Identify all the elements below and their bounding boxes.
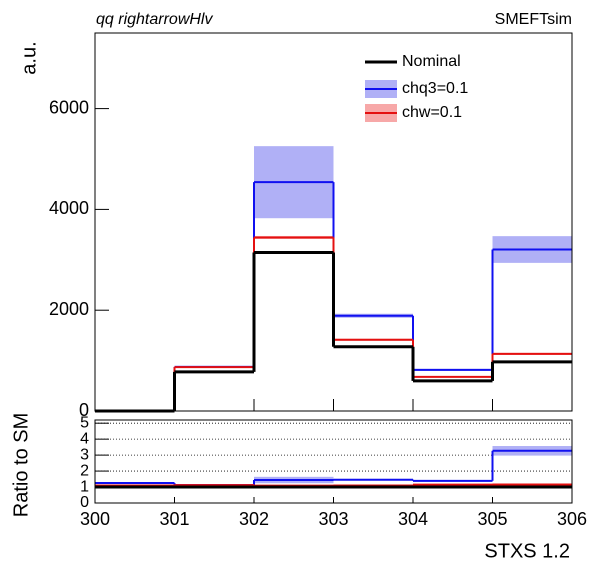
y-tick-label: 2 — [80, 462, 89, 479]
x-tick-label: 305 — [477, 509, 507, 529]
x-tick-label: 304 — [398, 509, 428, 529]
x-tick-label: 306 — [557, 509, 587, 529]
y-tick-label: 4000 — [49, 198, 89, 218]
y-tick-label: 3 — [80, 446, 89, 463]
x-tick-label: 301 — [159, 509, 189, 529]
legend-label: chw=0.1 — [402, 104, 462, 121]
y-tick-label: 5 — [80, 414, 89, 431]
ratio-axis-title: Ratio to SM — [10, 413, 32, 517]
legend-label: chq3=0.1 — [402, 80, 468, 97]
x-tick-label: 303 — [318, 509, 348, 529]
y-tick-label: 6000 — [49, 97, 89, 117]
y-tick-label: 0 — [79, 400, 89, 420]
legend-label: Nominal — [402, 53, 461, 70]
chart-title: qq rightarrowHlv — [96, 11, 213, 28]
y-tick-label: 0 — [80, 494, 89, 511]
frame — [94, 419, 573, 504]
y-axis-title: a.u. — [18, 41, 40, 74]
x-tick-label: 300 — [80, 509, 110, 529]
x-axis-title: STXS 1.2 — [484, 540, 570, 562]
x-tick-label: 302 — [239, 509, 269, 529]
y-tick-label: 4 — [80, 430, 89, 447]
y-tick-label: 2000 — [49, 299, 89, 319]
chart-subtitle: SMEFTsim — [495, 11, 572, 28]
y-tick-label: 1 — [80, 478, 89, 495]
